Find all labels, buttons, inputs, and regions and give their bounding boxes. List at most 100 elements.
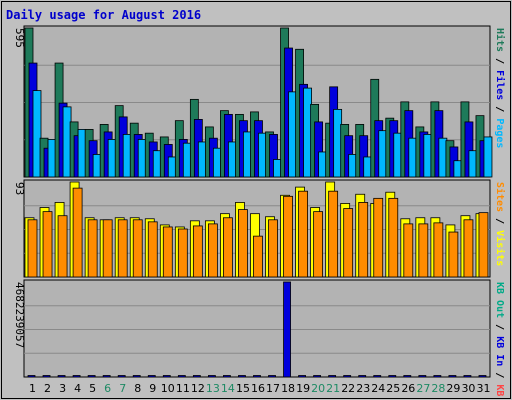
bar-sites-day-1	[27, 219, 38, 278]
bar-kb-in-day-9	[147, 375, 156, 378]
x-tick-label: 31	[476, 382, 490, 395]
panel-bottom: 4682239057 KB Out / KB In / KB F	[13, 279, 505, 400]
x-tick-label: 10	[161, 382, 175, 395]
legend-item: KB Out	[494, 282, 505, 318]
x-tick-label: 3	[59, 382, 66, 395]
x-tick-label: 16	[251, 382, 265, 395]
legend-item: KB In	[494, 330, 505, 366]
bar-kb-in-day-5	[87, 375, 96, 378]
legend: KB Out / KB In / KB F	[494, 282, 505, 400]
bar-kb-in-day-6	[102, 375, 111, 378]
bar-sites-day-4	[72, 187, 83, 278]
x-tick-label: 24	[371, 382, 385, 395]
x-tick-label: 6	[104, 382, 111, 395]
x-tick-label: 14	[221, 382, 235, 395]
x-tick-label: 28	[431, 382, 445, 395]
x-tick-label: 8	[134, 382, 141, 395]
y-max-label: 4682239057	[13, 282, 26, 348]
bar-sites-day-23	[358, 202, 369, 278]
y-max-label: 93	[13, 182, 26, 195]
legend-item: /	[494, 212, 505, 224]
bar-sites-day-9	[147, 221, 158, 278]
bar-sites-day-17	[268, 219, 278, 278]
bar-kb-in-day-28	[433, 375, 442, 378]
bar-sites-day-28	[433, 222, 444, 278]
bar-kb-in-day-31	[478, 375, 487, 378]
bar-kb-in-day-3	[57, 375, 66, 378]
bar-sites-day-13	[207, 223, 218, 278]
x-tick-label: 9	[149, 382, 156, 395]
legend: Hits / Files / Pages	[494, 28, 506, 148]
bar-sites-day-20	[313, 211, 324, 278]
bar-kb-in-day-11	[177, 375, 186, 378]
x-tick-label: 15	[236, 382, 250, 395]
legend-item: Sites	[494, 182, 506, 212]
bar-sites-day-29	[448, 231, 459, 278]
bar-kb-in-day-27	[418, 375, 427, 378]
legend-item: Hits	[494, 28, 506, 52]
bar-kb-in-day-18	[283, 281, 291, 378]
bar-sites-day-30	[463, 219, 474, 278]
panel-middle: 93 Sites / Visits	[13, 179, 506, 278]
bar-sites-day-18	[283, 195, 293, 278]
legend-item: KB F	[494, 378, 505, 400]
x-tick-label: 5	[89, 382, 96, 395]
legend-item: /	[494, 366, 505, 378]
bar-kb-in-day-8	[132, 375, 141, 378]
bar-sites-day-7	[117, 219, 128, 278]
legend-item: Visits	[494, 224, 506, 266]
x-tick-label: 29	[446, 382, 460, 395]
x-tick-label: 19	[296, 382, 310, 395]
bar-kb-in-day-4	[72, 375, 81, 378]
bar-sites-day-31	[478, 212, 489, 278]
x-tick-label: 13	[206, 382, 220, 395]
bar-kb-in-day-1	[27, 375, 36, 378]
x-axis: 1 2 3 4 5 6 7 8 9 10 11 12 13 14 15 16 17 18 19 20 21 22 23 24 2…	[29, 382, 490, 395]
bar-kb-in-day-29	[448, 375, 457, 378]
bar-kb-in-day-21	[328, 375, 337, 378]
x-tick-label: 23	[356, 382, 370, 395]
bar-kb-in-day-23	[358, 375, 367, 378]
chart-title: Daily usage for August 2016	[6, 8, 201, 22]
bar-kb-in-day-2	[42, 375, 51, 378]
bar-kb-in-day-25	[388, 375, 397, 378]
bar-sites-day-14	[223, 217, 233, 278]
bar-kb-in-day-22	[343, 375, 352, 378]
x-tick-label: 4	[74, 382, 81, 395]
x-tick-label: 22	[341, 382, 355, 395]
x-tick-label: 2	[44, 382, 51, 395]
x-tick-label: 20	[311, 382, 325, 395]
bar-sites-day-11	[177, 228, 188, 278]
bar-kb-in-day-7	[117, 375, 126, 378]
bar-sites-day-16	[253, 235, 263, 278]
bar-sites-day-21	[328, 190, 339, 278]
bar-kb-in-day-14	[223, 375, 231, 378]
x-tick-label: 26	[401, 382, 415, 395]
x-tick-label: 25	[386, 382, 400, 395]
x-tick-label: 21	[326, 382, 340, 395]
bar-sites-day-12	[192, 225, 203, 278]
x-tick-label: 17	[266, 382, 280, 395]
bar-kb-in-day-20	[313, 375, 322, 378]
bar-kb-in-day-16	[253, 375, 261, 378]
bar-kb-in-day-30	[463, 375, 472, 378]
x-tick-label: 27	[416, 382, 430, 395]
legend-item: Files	[494, 64, 506, 100]
bar-kb-in-day-10	[162, 375, 171, 378]
bar-sites-day-6	[102, 219, 113, 278]
bar-kb-in-day-13	[207, 375, 216, 378]
plot-area	[23, 279, 491, 378]
legend-item: /	[494, 52, 505, 64]
bar-kb-in-day-19	[298, 375, 306, 378]
bar-sites-day-15	[238, 209, 248, 278]
bar-sites-day-22	[343, 208, 354, 278]
x-tick-label: 18	[281, 382, 295, 395]
x-tick-label: 7	[119, 382, 126, 395]
bar-sites-day-27	[418, 223, 429, 278]
bar-kb-in-day-26	[403, 375, 412, 378]
x-tick-label: 1	[29, 382, 36, 395]
legend-item: /	[494, 318, 505, 330]
